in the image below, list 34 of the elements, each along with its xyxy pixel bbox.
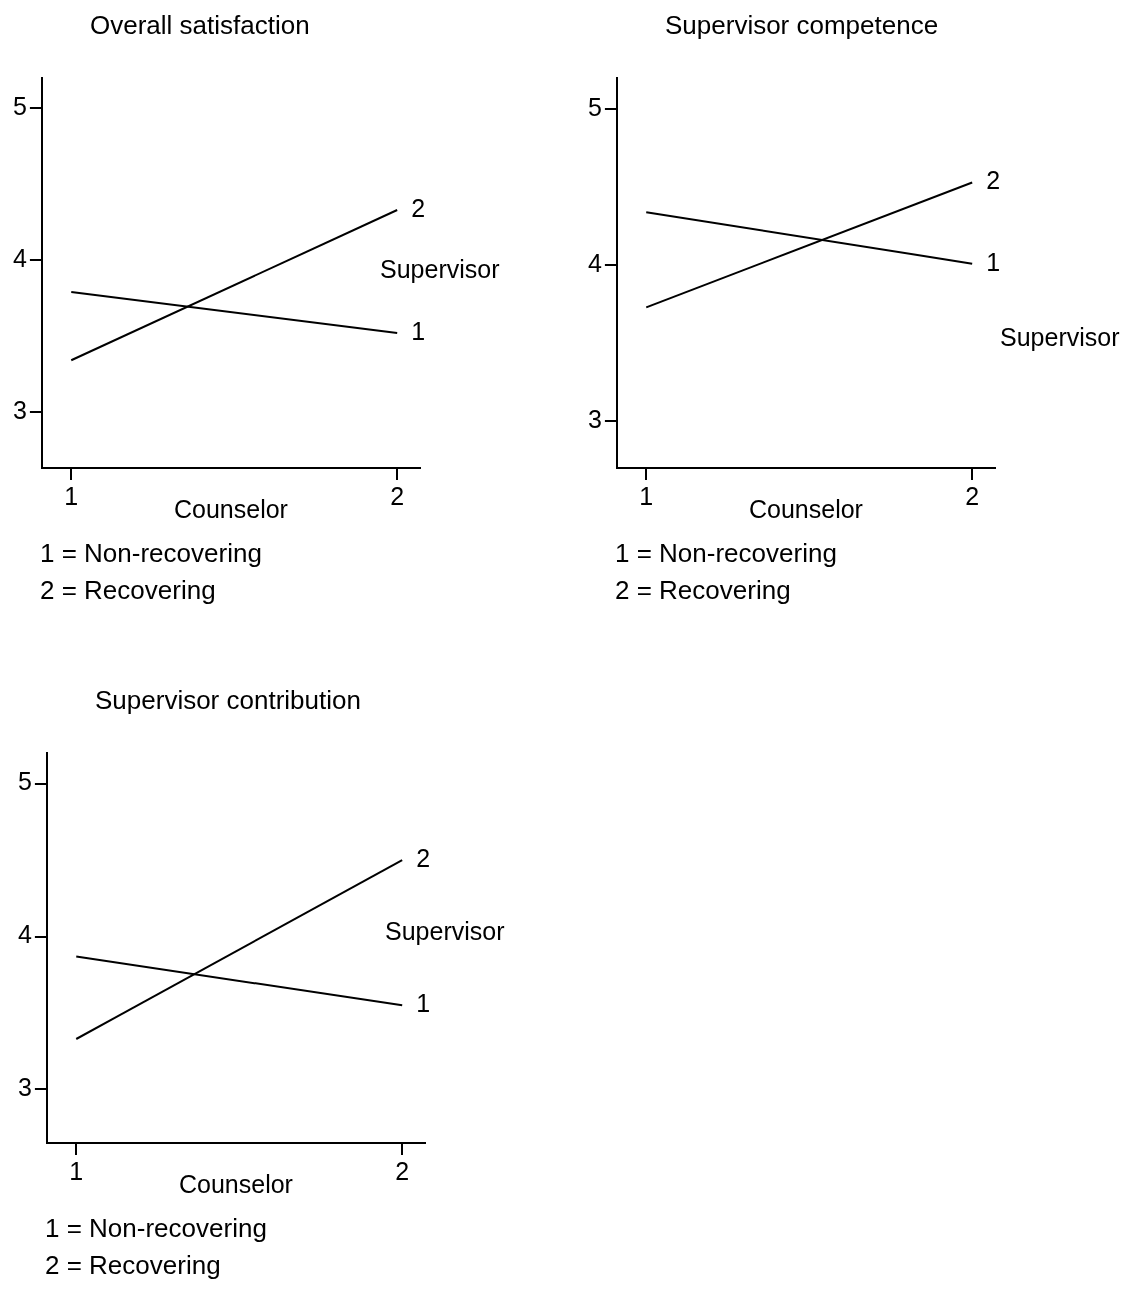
y-tick-label: 3 [18, 1073, 32, 1102]
x-tick-label: 1 [639, 481, 654, 510]
chart-title: Overall satisfaction [90, 10, 310, 41]
series-label: 1 [986, 247, 1001, 276]
text: 2 = Recovering [40, 575, 216, 605]
legend-title: Supervisor [380, 255, 500, 284]
text: 1 = Non-recovering [615, 538, 837, 568]
y-tick-label: 3 [588, 405, 602, 434]
chart-title: Supervisor contribution [95, 685, 361, 716]
x-axis-title: Counselor [748, 494, 863, 523]
y-tick-label: 3 [13, 395, 27, 424]
y-tick-label: 5 [588, 93, 602, 122]
x-tick-label: 1 [64, 481, 79, 510]
text: 1 = Non-recovering [45, 1213, 267, 1243]
y-tick-label: 5 [13, 92, 27, 121]
x-axis-title: Counselor [178, 1169, 293, 1198]
y-tick-label: 5 [18, 767, 32, 796]
x-tick-label: 2 [390, 481, 405, 510]
legend-title: Supervisor [385, 916, 505, 945]
series-label: 2 [411, 193, 426, 222]
x-tick-label: 2 [965, 481, 980, 510]
series-label: 1 [416, 989, 431, 1018]
chart-title: Supervisor competence [665, 10, 939, 41]
series-label: 2 [416, 843, 431, 872]
text: 2 = Recovering [615, 575, 791, 605]
y-tick-label: 4 [13, 243, 27, 272]
series-label: 2 [986, 166, 1001, 195]
y-tick-label: 4 [588, 249, 602, 278]
text: 1 = Non-recovering [40, 538, 262, 568]
legend-title: Supervisor [1000, 322, 1120, 351]
x-axis-title: Counselor [173, 494, 288, 523]
series-label: 1 [411, 316, 426, 345]
y-tick-label: 4 [18, 920, 32, 949]
text: 2 = Recovering [45, 1250, 221, 1280]
